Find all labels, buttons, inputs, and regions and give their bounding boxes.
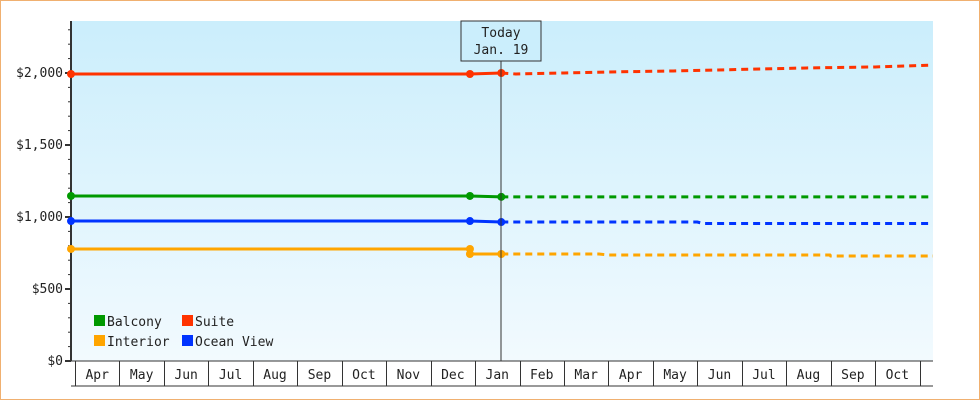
- data-point: [465, 69, 474, 78]
- forecast-line: [501, 220, 933, 225]
- data-point: [465, 250, 474, 259]
- legend-label: Ocean View: [195, 335, 273, 350]
- series-lines: [67, 63, 934, 259]
- x-tick-label: Mar: [574, 368, 598, 383]
- legend-item: Ocean View: [182, 335, 273, 350]
- x-tick-label: Jan: [486, 368, 509, 383]
- today-marker: Today Jan. 19: [460, 20, 542, 361]
- actual-line: [71, 194, 502, 199]
- x-tick-label: Jun: [708, 368, 731, 383]
- legend-swatch: [182, 315, 193, 326]
- data-point: [67, 69, 75, 78]
- legend-label: Interior: [107, 335, 170, 350]
- legend-label: Balcony: [107, 315, 162, 330]
- legend-item: Suite: [182, 315, 234, 330]
- data-point: [465, 191, 474, 200]
- x-tick-label: Jul: [219, 368, 242, 383]
- today-box: [460, 20, 542, 62]
- y-axis: $0 $500 $1,000 $1,500 $2,000: [16, 21, 72, 369]
- y-tick-label: $1,500: [16, 138, 63, 153]
- forecast-line: [501, 63, 934, 76]
- x-tick-label: Oct: [886, 368, 909, 383]
- legend-swatch: [182, 335, 193, 346]
- x-tick-label: Apr: [85, 368, 109, 383]
- x-tick-label: May: [663, 368, 687, 383]
- series-ocean-view: [67, 217, 933, 227]
- series-interior: [67, 244, 933, 259]
- data-point: [67, 244, 75, 253]
- y-tick-label: $1,000: [16, 210, 63, 225]
- legend: Balcony Suite Interior Ocean View: [94, 315, 273, 350]
- x-tick-label: Aug: [797, 368, 820, 383]
- x-tick-label: Sep: [308, 368, 332, 383]
- legend-item: Interior: [94, 335, 170, 350]
- today-date: Jan. 19: [474, 43, 529, 58]
- x-tick-label: May: [130, 368, 154, 383]
- x-tick-label: Nov: [397, 368, 421, 383]
- legend-swatch: [94, 315, 105, 326]
- y-tick-label: $2,000: [16, 66, 63, 81]
- data-point: [465, 217, 474, 226]
- plot-area: [71, 21, 933, 361]
- data-point: [67, 217, 75, 226]
- data-point: [67, 191, 75, 200]
- x-tick-label: Sep: [841, 368, 865, 383]
- x-tick-label: Apr: [619, 368, 643, 383]
- x-tick-label: Aug: [263, 368, 286, 383]
- forecast-line: [501, 252, 933, 258]
- legend-swatch: [94, 335, 105, 346]
- actual-line: [71, 219, 502, 224]
- x-tick-label: Jul: [752, 368, 775, 383]
- y-tick-label: $500: [32, 282, 63, 297]
- actual-line: [71, 71, 502, 76]
- today-label: Today: [481, 26, 520, 41]
- legend-item: Balcony: [94, 315, 162, 330]
- x-tick-label: Jun: [174, 368, 197, 383]
- legend-label: Suite: [195, 315, 234, 330]
- x-tick-label: Feb: [530, 368, 554, 383]
- x-axis: Apr May Jun Jul Aug Sep Oct Nov Dec Jan Feb Mar Apr M…: [71, 360, 933, 387]
- x-tick-label: Dec: [441, 368, 464, 383]
- x-tick-label: Oct: [352, 368, 375, 383]
- y-tick-label: $0: [47, 354, 63, 369]
